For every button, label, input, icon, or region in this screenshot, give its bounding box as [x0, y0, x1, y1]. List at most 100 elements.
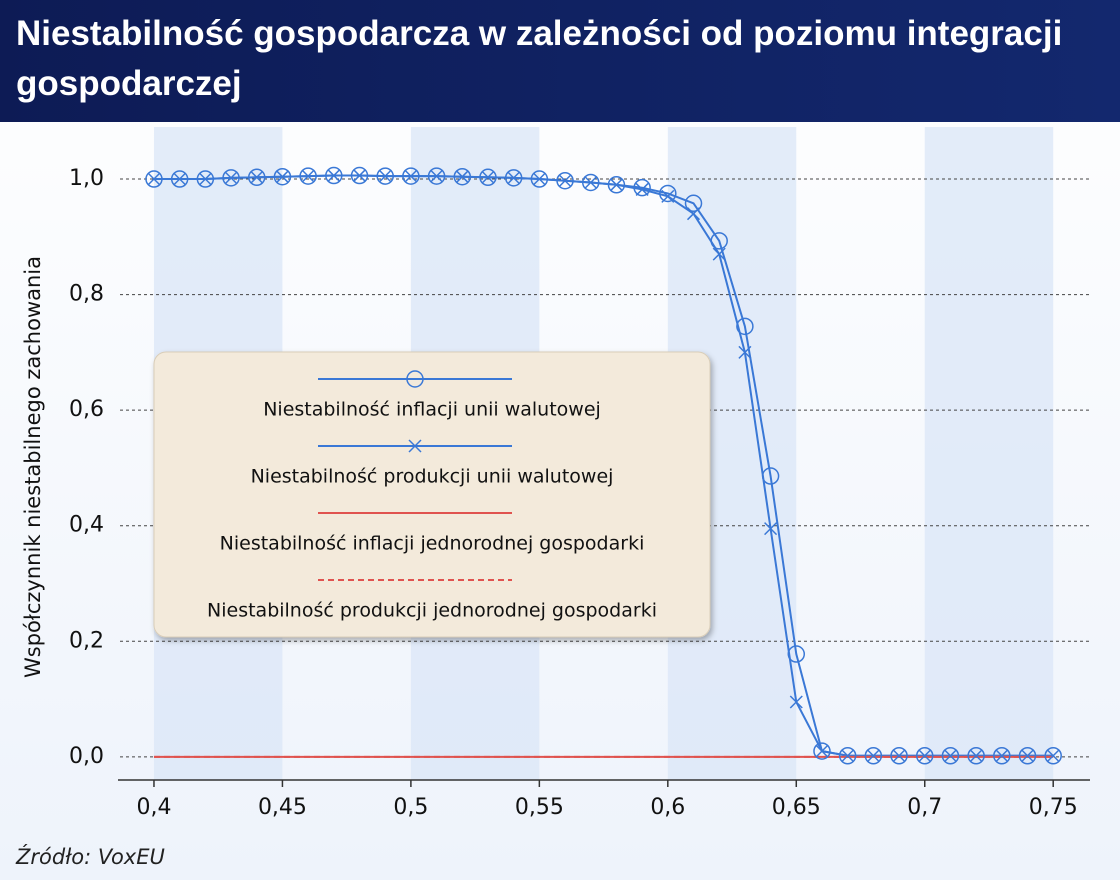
legend: Niestabilność inflacji unii walutowej Nie… — [153, 351, 711, 638]
x-tick-label: 0,65 — [772, 795, 821, 820]
marker — [558, 174, 572, 188]
marker — [273, 167, 292, 186]
marker — [993, 746, 1011, 765]
x-tick-label: 0,55 — [515, 795, 564, 820]
marker — [815, 744, 829, 758]
marker — [196, 170, 215, 188]
marker — [659, 184, 677, 203]
legend-label: Niestabilność inflacji jednorodnej gospo… — [220, 533, 645, 555]
marker — [969, 749, 983, 763]
x-tick-label: 0,45 — [258, 795, 307, 820]
marker — [173, 172, 187, 186]
marker — [170, 170, 189, 188]
y-tick-label: 0,2 — [69, 628, 104, 653]
source: Źródło: VoxEU — [15, 844, 165, 869]
marker — [327, 169, 341, 183]
y-tick-label: 0,4 — [69, 513, 104, 538]
marker — [838, 746, 857, 765]
x-tick-label: 0,7 — [907, 795, 942, 820]
marker — [710, 232, 728, 250]
header — [0, 0, 1120, 122]
marker — [430, 169, 444, 183]
x-tick-label: 0,6 — [650, 795, 685, 820]
marker — [198, 172, 212, 186]
marker — [325, 166, 343, 185]
marker — [635, 182, 649, 196]
marker — [995, 749, 1009, 763]
marker — [408, 439, 422, 453]
marker — [479, 168, 497, 187]
marker — [686, 207, 701, 221]
marker — [789, 695, 803, 709]
x-tick-label: 0,75 — [1029, 795, 1078, 820]
marker — [406, 370, 424, 388]
marker — [378, 169, 392, 183]
marker — [918, 749, 932, 763]
marker — [247, 168, 266, 187]
marker — [633, 178, 651, 197]
marker — [402, 167, 420, 185]
legend-label: Niestabilność produkcji unii walutowej — [251, 466, 614, 488]
marker — [1020, 749, 1035, 763]
marker — [556, 171, 574, 190]
marker — [530, 170, 549, 188]
marker — [892, 749, 906, 763]
marker — [455, 170, 469, 184]
marker — [609, 178, 623, 192]
marker — [250, 170, 264, 184]
y-tick-label: 0,8 — [69, 282, 104, 307]
marker — [764, 522, 778, 536]
band — [924, 127, 1054, 780]
marker — [145, 170, 163, 188]
marker — [915, 746, 934, 765]
marker — [224, 171, 238, 185]
marker — [866, 749, 880, 763]
marker — [427, 167, 446, 185]
marker — [864, 746, 883, 765]
chart-title: Niestabilność gospodarcza w zależności o… — [16, 14, 1062, 103]
marker — [943, 749, 957, 763]
marker — [299, 167, 317, 185]
marker — [581, 173, 600, 192]
marker — [453, 167, 472, 186]
marker — [890, 746, 908, 765]
marker — [761, 467, 780, 485]
marker — [813, 742, 831, 760]
y-tick-label: 0,6 — [69, 397, 104, 422]
marker — [1046, 749, 1060, 763]
series-line — [153, 174, 1054, 757]
marker — [147, 172, 161, 186]
marker — [584, 175, 598, 190]
marker — [532, 172, 546, 186]
marker — [967, 746, 985, 765]
x-tick-label: 0,5 — [393, 795, 428, 820]
marker — [738, 345, 752, 359]
marker — [607, 176, 626, 194]
marker — [941, 746, 960, 765]
marker — [404, 169, 418, 183]
marker — [1044, 746, 1062, 765]
legend-label: Niestabilność inflacji unii walutowej — [263, 399, 601, 421]
y-tick-label: 1,0 — [69, 166, 104, 191]
marker — [352, 169, 367, 183]
marker — [481, 170, 495, 184]
x-tick-label: 0,4 — [136, 795, 171, 820]
marker — [787, 645, 806, 663]
y-axis-label: Współczynnik niestabilnego zachowania — [21, 256, 45, 678]
marker — [275, 170, 289, 184]
legend-label: Niestabilność produkcji jednorodnej gosp… — [207, 600, 657, 622]
marker — [504, 169, 523, 187]
marker — [841, 749, 855, 763]
legend-box — [153, 351, 711, 638]
marker — [736, 317, 754, 336]
marker — [661, 189, 675, 203]
marker — [301, 169, 315, 183]
marker — [1018, 746, 1037, 765]
marker — [684, 194, 703, 213]
marker — [712, 247, 726, 261]
y-tick-label: 0,0 — [69, 744, 104, 769]
marker — [376, 167, 394, 185]
marker — [350, 166, 369, 185]
marker — [507, 171, 521, 185]
